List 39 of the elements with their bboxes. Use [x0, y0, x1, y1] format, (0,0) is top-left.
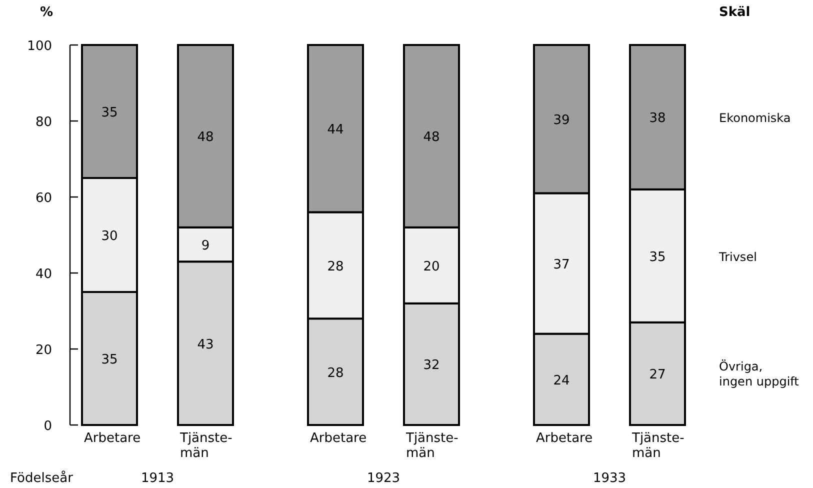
data-label: 30	[101, 229, 118, 244]
x-tick-label: Tjänste- män	[631, 431, 685, 461]
data-label: 35	[101, 106, 118, 120]
y-tick-label: 40	[35, 267, 52, 282]
x-tick-label: Arbetare	[310, 431, 367, 446]
data-label: 37	[553, 258, 570, 272]
x-tick-label: Arbetare	[84, 431, 141, 446]
data-label: 39	[553, 113, 570, 128]
data-label: 38	[649, 111, 666, 126]
y-tick-label: 0	[44, 419, 52, 434]
data-label: 32	[423, 358, 440, 374]
text: Trivsel	[718, 250, 757, 264]
y-tick-label: 20	[35, 343, 52, 358]
data-label: 43	[197, 337, 214, 352]
y-tick-label: 60	[35, 191, 52, 206]
data-label: 35	[101, 352, 118, 368]
y-tick-label: 80	[35, 115, 52, 130]
data-label: 28	[327, 366, 344, 381]
text: 1923	[366, 471, 400, 486]
text: Ekonomiska	[719, 111, 791, 126]
data-label: 44	[327, 122, 344, 138]
x-tick-label: Arbetare	[536, 431, 593, 446]
y-tick-label: 100	[27, 39, 52, 54]
x-tick-label: Tjänste- män	[179, 431, 233, 461]
data-label: 48	[423, 130, 440, 146]
data-label: 48	[197, 130, 214, 146]
y-axis-title: %	[40, 5, 54, 20]
data-label: 9	[201, 238, 210, 254]
data-label: 27	[649, 368, 666, 383]
text: 1913	[140, 471, 174, 486]
legend-title: Skäl	[719, 5, 750, 20]
text: 1933	[592, 471, 626, 486]
data-label: 24	[553, 373, 570, 388]
data-label: 28	[327, 259, 344, 274]
x-tick-label: Tjänste- män	[405, 431, 459, 461]
data-label: 20	[423, 259, 440, 274]
data-label: 35	[649, 250, 666, 265]
text: Födelseår	[10, 470, 74, 486]
text: Övriga, ingen uppgift	[719, 360, 800, 389]
